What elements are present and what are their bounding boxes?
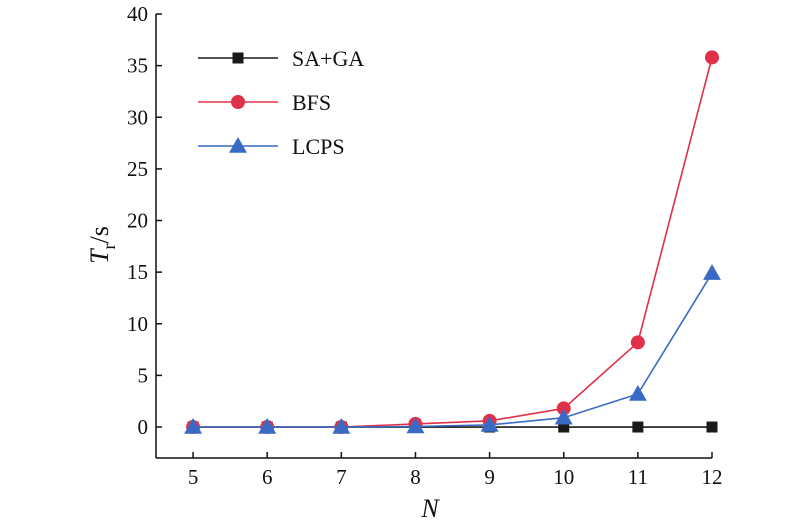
series-line-lcps bbox=[193, 272, 713, 428]
x-tick-label: 7 bbox=[336, 465, 347, 489]
data-point-bfs bbox=[630, 335, 645, 350]
legend-item-lcps: LCPS bbox=[198, 134, 345, 159]
data-point-lcps bbox=[554, 408, 573, 425]
data-point-lcps bbox=[258, 418, 277, 434]
legend-marker bbox=[229, 137, 247, 153]
axes: 0 5 10 15 20 25 30 35 40 5 6 7 8 9 10 11 12 bbox=[127, 2, 723, 489]
y-tick-label: 0 bbox=[138, 415, 149, 439]
y-tick-label: 5 bbox=[138, 363, 149, 387]
legend-label: LCPS bbox=[292, 134, 345, 159]
x-tick-label: 10 bbox=[553, 465, 574, 489]
legend-marker bbox=[231, 95, 245, 109]
data-point-sa-ga bbox=[632, 421, 644, 433]
y-tick-label: 25 bbox=[127, 157, 148, 181]
x-tick-label: 6 bbox=[262, 465, 273, 489]
data-point-bfs bbox=[705, 50, 719, 65]
series-line-bfs bbox=[193, 57, 713, 428]
x-tick-label: 5 bbox=[188, 465, 199, 489]
y-axis-title: Tr/s bbox=[85, 226, 119, 264]
data-point-bfs bbox=[556, 401, 571, 416]
legend-label: BFS bbox=[292, 90, 331, 115]
series-layer bbox=[184, 50, 721, 435]
y-tick-label: 30 bbox=[127, 105, 148, 129]
data-point-lcps bbox=[184, 418, 203, 434]
x-tick-label: 12 bbox=[702, 465, 723, 489]
y-tick-label: 20 bbox=[127, 209, 148, 233]
y-tick-label: 10 bbox=[127, 312, 148, 336]
legend: SA+GA BFS LCPS bbox=[198, 46, 364, 159]
data-point-lcps bbox=[628, 384, 647, 401]
legend-marker bbox=[232, 52, 244, 64]
data-point-lcps bbox=[332, 418, 351, 434]
x-tick-label: 9 bbox=[484, 465, 495, 489]
data-point-lcps bbox=[480, 415, 499, 432]
legend-label: SA+GA bbox=[292, 46, 364, 71]
x-tick-label: 8 bbox=[410, 465, 421, 489]
legend-item-sa-ga: SA+GA bbox=[198, 46, 364, 71]
legend-item-bfs: BFS bbox=[198, 90, 331, 115]
y-tick-label: 40 bbox=[127, 2, 148, 26]
y-tick-label: 35 bbox=[127, 54, 148, 78]
x-tick-label: 11 bbox=[628, 465, 648, 489]
series-lcps bbox=[184, 264, 721, 434]
y-tick-label: 15 bbox=[127, 260, 148, 284]
data-point-sa-ga bbox=[558, 421, 570, 433]
data-point-sa-ga bbox=[706, 421, 718, 433]
series-bfs bbox=[186, 50, 719, 435]
data-point-lcps bbox=[406, 417, 425, 434]
x-axis-title: N bbox=[420, 494, 440, 523]
data-point-lcps bbox=[703, 264, 721, 280]
